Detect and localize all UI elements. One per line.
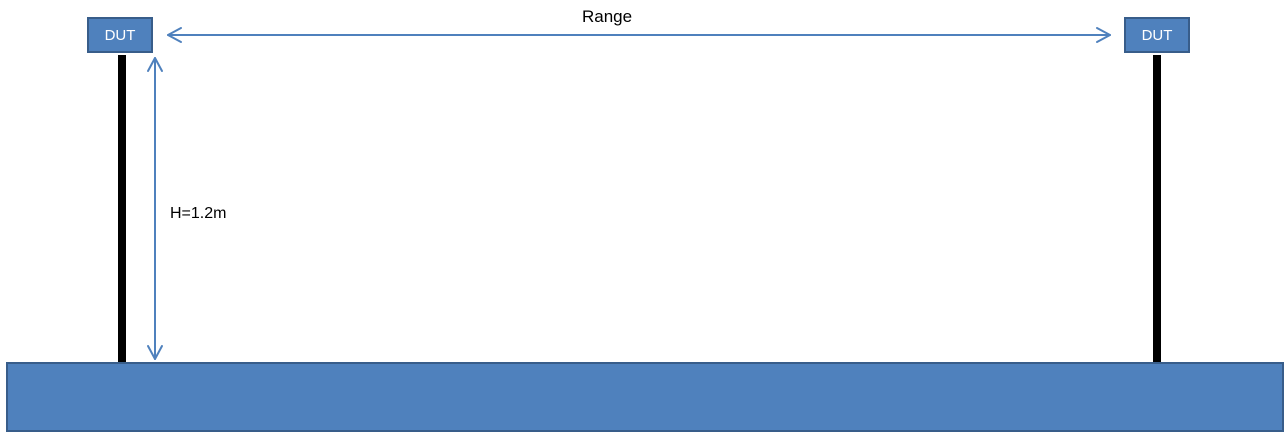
range-label: Range [582,7,633,26]
height-arrow [147,57,163,360]
range-arrow-right-head [1096,27,1111,43]
right-dut-label: DUT [1141,26,1173,44]
left-dut-label: DUT [104,26,136,44]
left-pole [118,55,126,363]
right-dut-box: DUT [1124,17,1190,53]
left-dut-box: DUT [87,17,153,53]
range-arrow [167,27,1111,43]
range-arrow-left-head [167,27,182,43]
height-arrow-bottom-head [147,345,163,360]
ground-plane [6,362,1284,432]
right-pole [1153,55,1161,363]
height-label: H=1.2m [170,205,227,222]
height-arrow-top-head [147,57,163,72]
